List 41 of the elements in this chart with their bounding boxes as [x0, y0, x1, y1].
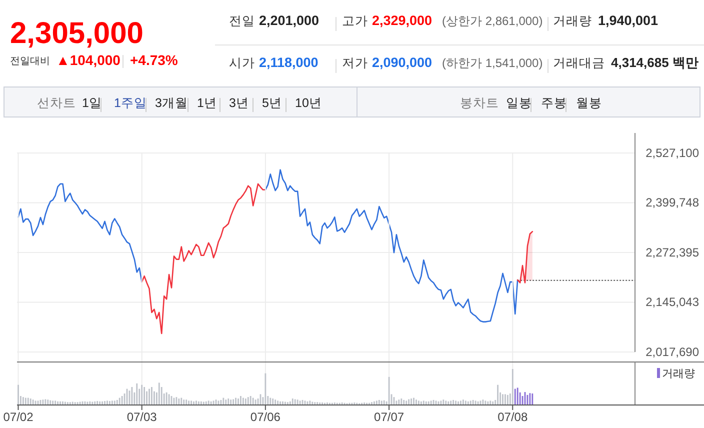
annotation: 일봉 [506, 96, 532, 110]
annotation: 1,940,001 [598, 13, 658, 28]
annotation: 2,090,000 [372, 55, 432, 70]
y-tick-label: 2,145,043 [646, 295, 700, 310]
annotation: (상한가 2,861,000) [442, 14, 543, 28]
annotation: 고가 [342, 14, 368, 28]
annotation: 전일 [229, 14, 255, 28]
annotation: 2,329,000 [372, 13, 432, 28]
annotation: 1주일 [114, 96, 147, 110]
annotation: 봉차트 [460, 96, 499, 110]
x-tick-label: 07/03 [126, 410, 158, 424]
annotation: 10년 [295, 96, 322, 110]
x-tick-label: 07/06 [250, 410, 281, 424]
annotation: 2,118,000 [259, 55, 318, 70]
annotation: 3개월 [155, 96, 188, 110]
annotation: 선차트 [37, 96, 76, 110]
annotation: 주봉 [541, 96, 567, 110]
annotation: (하한가 1,541,000) [442, 56, 543, 70]
legend-label: 거래량 [662, 368, 695, 380]
x-tick-label: 07/07 [374, 410, 404, 424]
annotation: 1일 [82, 96, 102, 110]
y-tick-label: 2,399,748 [646, 196, 700, 210]
annotation: 거래대금 [553, 56, 605, 70]
y-tick-label: 2,017,690 [646, 345, 700, 359]
annotation: 3년 [229, 96, 249, 110]
annotation: +4.73% [130, 52, 178, 68]
y-tick-label: 2,527,100 [646, 146, 700, 160]
annotation: 전일대비 [10, 56, 50, 67]
annotation: 5년 [262, 96, 282, 110]
annotation: ▲104,000 [56, 52, 120, 68]
annotation: 시가 [229, 56, 255, 70]
annotation: 4,314,685 백만 [611, 55, 698, 70]
annotation: 저가 [342, 56, 368, 70]
x-tick-label: 07/08 [498, 410, 528, 424]
annotation: 2,201,000 [259, 13, 320, 28]
annotation: 2,305,000 [10, 17, 144, 50]
annotation: 월봉 [576, 96, 602, 110]
annotation: 1년 [197, 96, 217, 110]
x-tick-label: 07/02 [3, 410, 34, 424]
y-tick-label: 2,272,395 [646, 246, 700, 260]
annotation: 거래량 [553, 14, 592, 28]
